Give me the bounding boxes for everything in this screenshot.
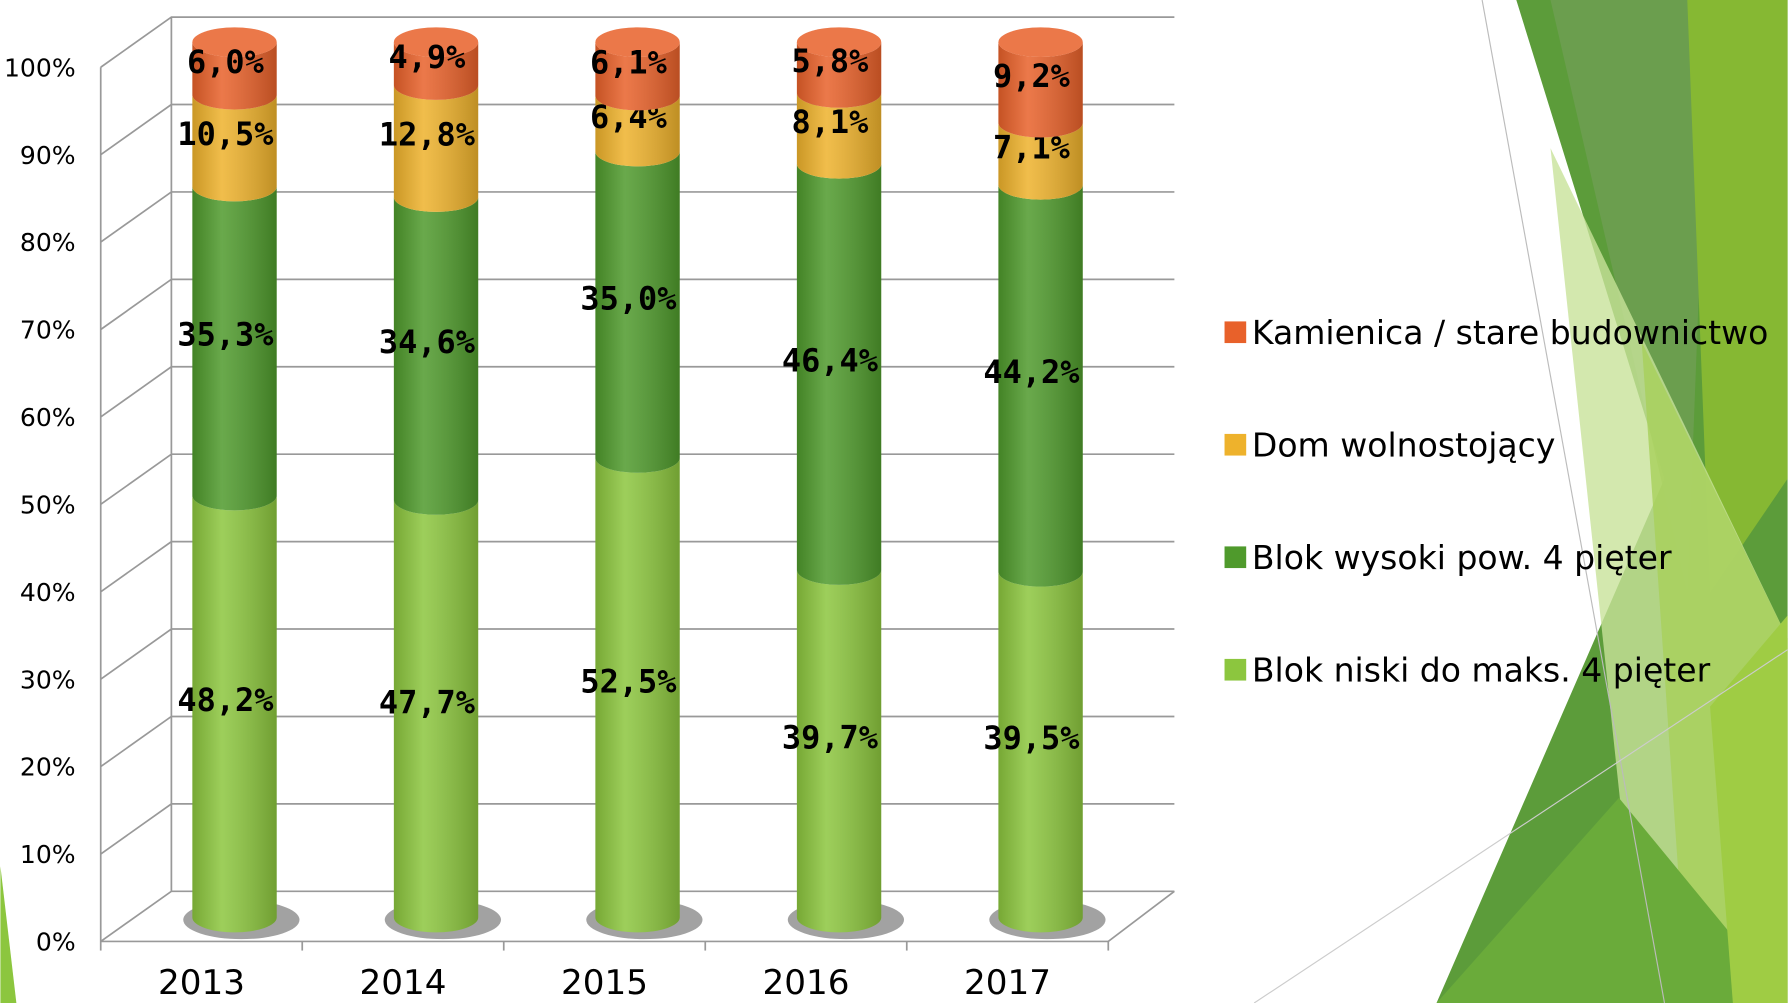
y-tick-label: 70% xyxy=(20,316,76,345)
legend-label: Dom wolnostojący xyxy=(1252,426,1556,465)
data-label: 39,7% xyxy=(782,718,878,756)
data-label: 9,2% xyxy=(993,57,1070,95)
y-tick-label: 90% xyxy=(20,141,76,170)
legend-swatch xyxy=(1225,659,1247,681)
x-tick-label: 2013 xyxy=(158,963,245,1003)
y-tick-label: 0% xyxy=(36,928,76,957)
data-label: 47,7% xyxy=(379,683,475,721)
x-tick-label: 2017 xyxy=(964,963,1051,1003)
data-label: 6,1% xyxy=(590,43,667,81)
legend-swatch xyxy=(1225,321,1247,343)
data-label: 34,6% xyxy=(379,323,475,361)
legend-swatch xyxy=(1225,434,1247,456)
data-label: 5,8% xyxy=(792,42,869,80)
data-label: 10,5% xyxy=(177,115,273,153)
x-tick-label: 2016 xyxy=(763,963,850,1003)
x-tick-label: 2014 xyxy=(359,963,446,1003)
legend-label: Blok wysoki pow. 4 pięter xyxy=(1252,538,1672,577)
data-label: 44,2% xyxy=(983,353,1079,391)
data-label: 39,5% xyxy=(983,719,1079,757)
page: 0% 10% 20% 30% 40% 50% 60% 70% 80% 90% 100% 2013 48,… xyxy=(0,0,1788,1003)
data-label: 46,4% xyxy=(782,341,878,379)
y-tick-label: 60% xyxy=(20,403,76,432)
data-label: 6,0% xyxy=(187,43,264,81)
y-tick-label: 30% xyxy=(20,665,76,694)
legend-label: Blok niski do maks. 4 pięter xyxy=(1252,651,1711,690)
chart: 0% 10% 20% 30% 40% 50% 60% 70% 80% 90% 100% 2013 48,… xyxy=(0,0,1788,1003)
data-label: 35,3% xyxy=(177,316,273,354)
y-tick-label: 50% xyxy=(20,490,76,519)
y-tick-label: 10% xyxy=(20,840,76,869)
legend-label: Kamienica / stare budownictwo xyxy=(1252,313,1769,352)
data-label: 4,9% xyxy=(388,38,465,76)
data-label: 48,2% xyxy=(177,681,273,719)
x-tick-label: 2015 xyxy=(561,963,648,1003)
legend-swatch xyxy=(1225,546,1247,568)
y-tick-label: 20% xyxy=(20,753,76,782)
y-tick-label: 80% xyxy=(20,228,76,257)
data-label: 52,5% xyxy=(580,662,676,700)
y-tick-label: 40% xyxy=(20,578,76,607)
bar-top-shade xyxy=(998,27,1082,57)
y-tick-label: 100% xyxy=(4,53,76,82)
data-label: 35,0% xyxy=(580,279,676,317)
data-label: 12,8% xyxy=(379,116,475,154)
data-label: 8,1% xyxy=(792,103,869,141)
